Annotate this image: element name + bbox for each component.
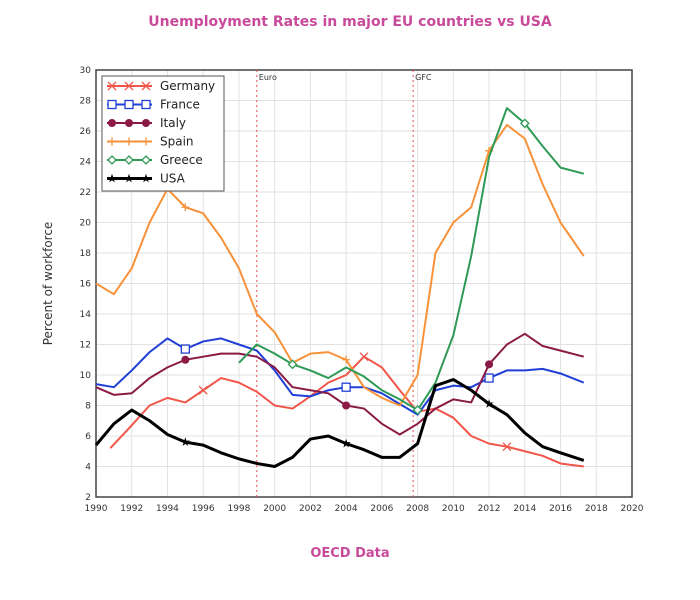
annotation-label: Euro	[259, 73, 277, 82]
square-marker	[180, 344, 190, 354]
series-france	[95, 337, 585, 416]
circle-marker	[125, 119, 133, 127]
legend-item: Germany	[107, 79, 215, 93]
legend-label: Italy	[160, 116, 186, 130]
chart-title: Unemployment Rates in major EU countries…	[148, 14, 552, 30]
y-tick-label: 26	[80, 127, 92, 137]
x-tick-label: 2008	[406, 504, 429, 514]
legend-label: France	[160, 98, 200, 112]
y-axis-label: Percent of workforce	[41, 222, 55, 346]
x-tick-label: 2018	[585, 504, 608, 514]
diamond-marker	[519, 118, 530, 129]
circle-marker	[181, 355, 190, 364]
star-marker	[124, 173, 134, 183]
x-tick-label: 2016	[549, 504, 572, 514]
x-tick-label: 2000	[263, 504, 286, 514]
series-line	[95, 337, 585, 416]
legend-item: USA	[107, 172, 186, 186]
x-tick-label: 2006	[370, 504, 393, 514]
y-tick-label: 2	[85, 493, 91, 503]
legend-label: USA	[160, 172, 186, 186]
circle-marker	[142, 119, 150, 127]
legend-item: Greece	[107, 153, 203, 167]
y-tick-label: 14	[80, 310, 92, 320]
y-tick-label: 16	[80, 280, 92, 290]
x-tick-label: 1992	[120, 504, 143, 514]
series-germany	[109, 352, 584, 468]
legend-label: Spain	[160, 135, 194, 149]
square-marker	[107, 99, 117, 110]
y-tick-label: 10	[80, 371, 92, 381]
square-marker	[124, 99, 134, 110]
diamond-marker	[141, 155, 151, 165]
y-tick-label: 24	[80, 158, 92, 168]
plus-marker	[125, 137, 133, 146]
circle-marker	[108, 119, 116, 127]
series-line	[109, 355, 584, 468]
legend-item: Italy	[107, 116, 186, 130]
diamond-marker	[412, 405, 423, 415]
y-tick-label: 20	[80, 219, 92, 229]
star-marker	[484, 399, 494, 408]
legend: Germany France Italy Spain Greece USA	[101, 75, 225, 192]
x-tick-label: 2014	[513, 504, 536, 514]
legend-item: France	[107, 98, 200, 112]
y-tick-label: 12	[80, 341, 91, 351]
diamond-marker	[107, 155, 117, 165]
x-tick-label: 2010	[442, 504, 465, 514]
square-marker	[341, 382, 351, 392]
plus-marker	[142, 137, 150, 146]
series-line	[95, 332, 585, 436]
x-marker	[124, 81, 134, 91]
x-tick-label: 2004	[335, 504, 358, 514]
y-tick-label: 22	[80, 188, 91, 198]
plus-marker	[181, 203, 190, 212]
circle-marker	[342, 401, 351, 410]
legend-box	[101, 75, 225, 192]
chart-footer: OECD Data	[310, 546, 390, 561]
x-marker	[198, 385, 208, 395]
legend-item: Spain	[107, 135, 194, 149]
series-line	[95, 123, 585, 407]
star-marker	[107, 173, 117, 183]
diamond-marker	[287, 359, 298, 370]
x-tick-label: 2020	[621, 504, 644, 514]
plus-marker	[342, 355, 351, 364]
x-tick-label: 1998	[227, 504, 250, 514]
x-tick-label: 2012	[478, 504, 501, 514]
x-marker	[502, 442, 512, 452]
star-marker	[141, 173, 151, 183]
legend-label: Greece	[160, 153, 203, 167]
diamond-marker	[124, 155, 134, 165]
x-tick-label: 1990	[85, 504, 108, 514]
square-marker	[141, 99, 151, 110]
series-greece	[238, 107, 585, 415]
y-tick-label: 18	[80, 249, 92, 259]
x-marker	[141, 81, 151, 91]
x-tick-label: 1996	[192, 504, 215, 514]
star-marker	[341, 438, 351, 448]
x-tick-label: 1994	[156, 504, 179, 514]
y-tick-label: 8	[85, 402, 91, 412]
y-tick-label: 30	[80, 66, 92, 76]
y-tick-label: 4	[85, 463, 91, 473]
square-marker	[484, 373, 494, 383]
series-usa	[94, 378, 585, 468]
legend-label: Germany	[160, 79, 215, 93]
x-marker	[107, 81, 117, 91]
series-line	[94, 378, 585, 468]
annotation-label: GFC	[415, 73, 432, 82]
plus-marker	[108, 137, 116, 146]
x-tick-label: 2002	[299, 504, 322, 514]
series-italy	[95, 332, 585, 436]
star-marker	[180, 437, 190, 446]
circle-marker	[485, 360, 494, 369]
x-marker	[359, 352, 369, 362]
y-tick-label: 28	[80, 97, 92, 107]
y-tick-label: 6	[85, 432, 91, 442]
